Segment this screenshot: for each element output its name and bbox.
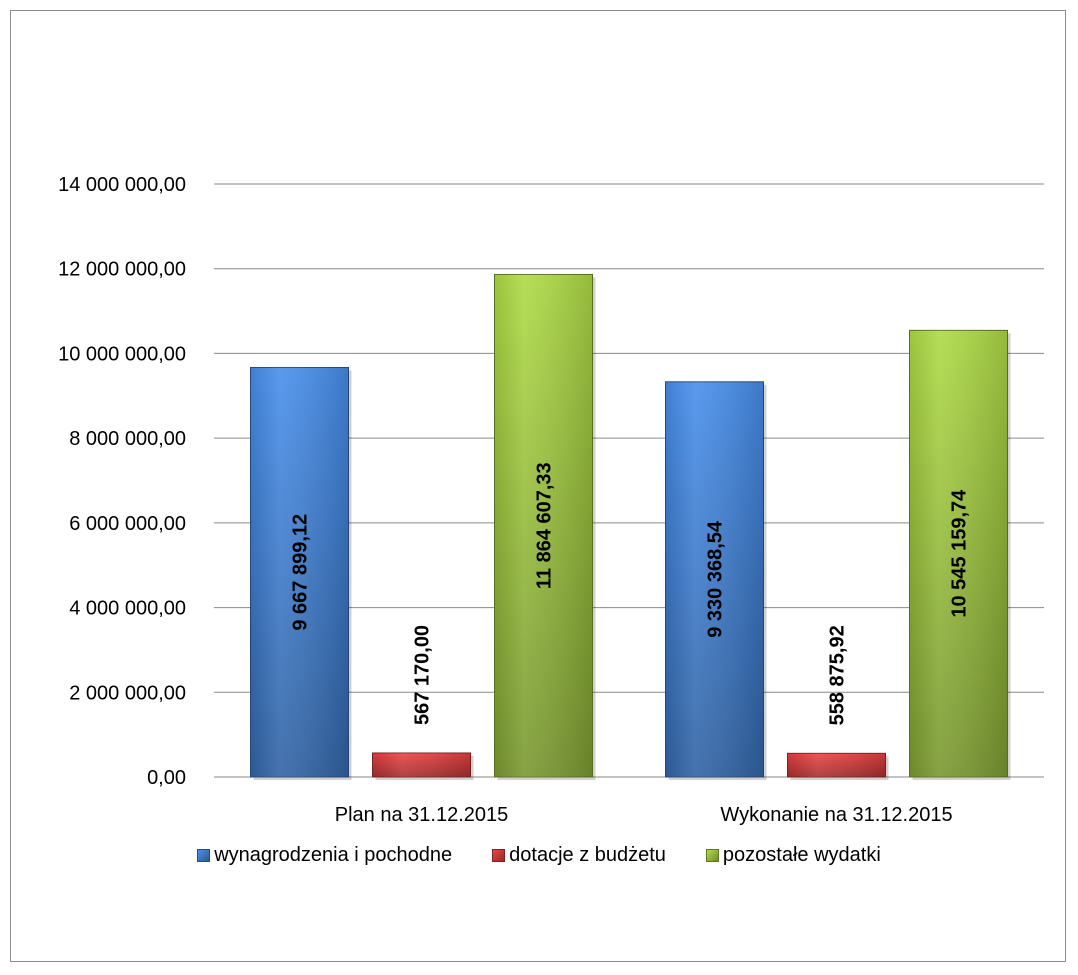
y-tick-label: 2 000 000,00 (69, 682, 186, 704)
legend: wynagrodzenia i pochodne dotacje z budżet… (0, 840, 1078, 870)
y-tick-label: 0,00 (147, 767, 186, 789)
data-label: 9 330 368,54 (705, 520, 727, 638)
bar (909, 329, 1011, 780)
bar (250, 366, 352, 780)
bar (665, 381, 767, 780)
y-tick-label: 12 000 000,00 (58, 259, 186, 281)
y-axis-tick-labels: 0,00 2 000 000,00 4 000 000,00 6 000 000,00… (58, 174, 186, 789)
data-label: 558 875,92 (827, 625, 849, 725)
legend-label: pozostałe wydatki (722, 843, 881, 866)
category-label: Wykonanie na 31.12.2015 (720, 804, 952, 826)
data-labels: 9 667 899,12 567 170,00 11 864 607,33 9 330… (290, 462, 971, 725)
legend-label: dotacje z budżetu (509, 843, 666, 866)
y-tick-label: 8 000 000,00 (69, 428, 186, 450)
bars (250, 273, 1011, 780)
bar (494, 273, 596, 780)
legend-swatch (197, 848, 211, 862)
y-tick-label: 10 000 000,00 (58, 343, 186, 365)
legend-label: wynagrodzenia i pochodne (214, 843, 453, 866)
category-label: Plan na 31.12.2015 (335, 804, 509, 826)
bar (787, 752, 889, 780)
legend-swatch (492, 848, 506, 862)
y-tick-label: 14 000 000,00 (58, 174, 186, 196)
y-tick-label: 6 000 000,00 (69, 513, 186, 535)
data-label: 11 864 607,33 (534, 462, 556, 589)
legend-item: pozostałe wydatki (705, 843, 881, 867)
gridlines (214, 183, 1044, 778)
legend-item: wynagrodzenia i pochodne (197, 844, 452, 867)
data-label: 567 170,00 (412, 625, 434, 725)
data-label: 10 545 159,74 (949, 489, 971, 618)
legend-item: dotacje z budżetu (492, 844, 666, 867)
bar (372, 752, 474, 780)
data-label: 9 667 899,12 (290, 514, 312, 631)
legend-swatch (705, 848, 719, 862)
y-tick-label: 4 000 000,00 (69, 598, 186, 620)
x-axis-category-labels: Plan na 31.12.2015 Wykonanie na 31.12.201… (335, 804, 953, 826)
